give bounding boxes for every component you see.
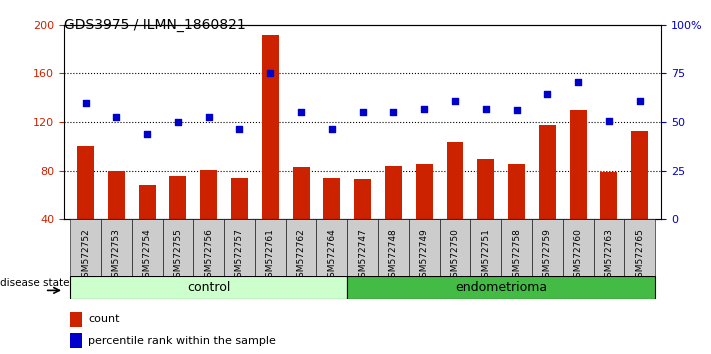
Bar xyxy=(416,164,433,268)
Text: GSM572753: GSM572753 xyxy=(112,228,121,283)
Text: GSM572748: GSM572748 xyxy=(389,228,398,283)
Bar xyxy=(600,172,617,268)
Point xyxy=(387,110,399,115)
Text: GSM572755: GSM572755 xyxy=(173,228,183,283)
Text: GSM572747: GSM572747 xyxy=(358,228,367,283)
Point xyxy=(480,106,491,112)
Bar xyxy=(101,219,132,276)
Text: GSM572760: GSM572760 xyxy=(574,228,582,283)
Text: GSM572752: GSM572752 xyxy=(81,228,90,283)
Point xyxy=(326,127,338,132)
Bar xyxy=(108,171,125,268)
Text: percentile rank within the sample: percentile rank within the sample xyxy=(88,336,276,346)
Point xyxy=(449,99,461,104)
Text: GSM572763: GSM572763 xyxy=(604,228,614,283)
Point xyxy=(264,70,276,76)
Bar xyxy=(231,178,248,268)
Point xyxy=(295,110,306,115)
Bar xyxy=(562,219,594,276)
Point xyxy=(203,114,215,120)
Text: GSM572761: GSM572761 xyxy=(266,228,274,283)
Bar xyxy=(292,167,309,268)
Bar xyxy=(262,34,279,268)
Point xyxy=(572,79,584,85)
Point xyxy=(603,118,614,124)
Text: GSM572757: GSM572757 xyxy=(235,228,244,283)
Bar xyxy=(132,219,163,276)
Text: GSM572751: GSM572751 xyxy=(481,228,491,283)
Text: control: control xyxy=(187,281,230,294)
Bar xyxy=(255,219,286,276)
Text: GSM572762: GSM572762 xyxy=(296,228,306,283)
Point xyxy=(634,99,646,104)
Bar xyxy=(508,164,525,268)
Point xyxy=(141,131,153,137)
Text: count: count xyxy=(88,314,119,324)
Text: disease state: disease state xyxy=(1,278,70,288)
Bar xyxy=(70,333,82,348)
Bar xyxy=(347,219,378,276)
Bar xyxy=(385,166,402,268)
Bar xyxy=(163,219,193,276)
Bar xyxy=(624,219,655,276)
Bar xyxy=(77,147,94,268)
Point xyxy=(80,100,91,105)
Point xyxy=(542,91,553,97)
Point xyxy=(357,110,368,115)
Text: GSM572765: GSM572765 xyxy=(635,228,644,283)
Text: GDS3975 / ILMN_1860821: GDS3975 / ILMN_1860821 xyxy=(64,18,246,32)
Bar xyxy=(532,219,562,276)
Bar xyxy=(139,185,156,268)
Bar xyxy=(201,170,217,268)
Text: GSM572750: GSM572750 xyxy=(451,228,459,283)
Text: GSM572758: GSM572758 xyxy=(512,228,521,283)
Bar xyxy=(409,219,439,276)
Bar xyxy=(539,125,556,268)
Point xyxy=(419,106,430,112)
Bar xyxy=(471,219,501,276)
Bar xyxy=(70,219,101,276)
Bar xyxy=(316,219,347,276)
Bar xyxy=(286,219,316,276)
Bar xyxy=(501,219,532,276)
Text: GSM572764: GSM572764 xyxy=(327,228,336,283)
Bar xyxy=(378,219,409,276)
Bar xyxy=(70,276,347,299)
Text: GSM572756: GSM572756 xyxy=(204,228,213,283)
Point xyxy=(111,114,122,120)
Bar xyxy=(354,179,371,268)
Point xyxy=(172,119,183,125)
Bar xyxy=(631,131,648,268)
Bar xyxy=(70,312,82,327)
Bar xyxy=(347,276,655,299)
Bar xyxy=(224,219,255,276)
Bar xyxy=(447,142,464,268)
Bar xyxy=(193,219,224,276)
Text: GSM572759: GSM572759 xyxy=(542,228,552,283)
Bar xyxy=(570,110,587,268)
Bar xyxy=(324,178,341,268)
Bar xyxy=(477,159,494,268)
Text: GSM572754: GSM572754 xyxy=(143,228,151,283)
Point xyxy=(510,107,522,113)
Point xyxy=(234,127,245,132)
Bar xyxy=(594,219,624,276)
Bar xyxy=(169,176,186,268)
Text: endometrioma: endometrioma xyxy=(455,281,547,294)
Bar xyxy=(439,219,471,276)
Text: GSM572749: GSM572749 xyxy=(419,228,429,283)
